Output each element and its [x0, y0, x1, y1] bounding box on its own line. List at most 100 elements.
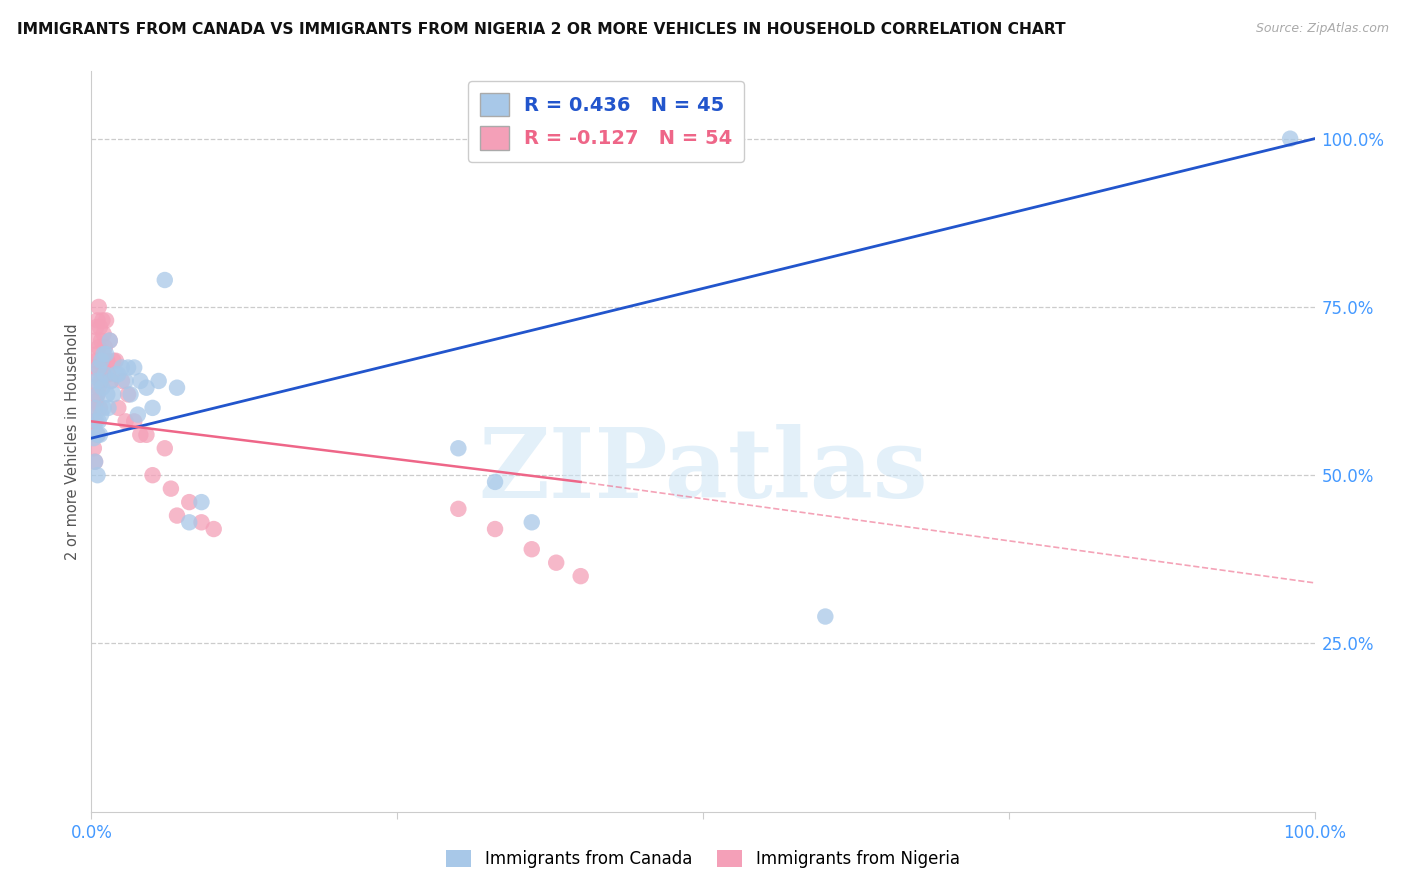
Point	[86, 347, 108, 361]
Point	[82, 414, 104, 428]
Point	[484, 522, 506, 536]
Point	[166, 508, 188, 523]
Point	[91, 313, 114, 327]
Point	[166, 381, 188, 395]
Point	[135, 381, 157, 395]
Point	[89, 374, 111, 388]
Point	[107, 368, 129, 382]
Point	[129, 427, 152, 442]
Point	[447, 442, 470, 456]
Point	[484, 475, 506, 489]
Point	[94, 368, 117, 382]
Point	[104, 368, 127, 382]
Point	[87, 340, 110, 354]
Point	[83, 401, 105, 415]
Point	[103, 353, 125, 368]
Point	[546, 556, 568, 570]
Point	[104, 353, 127, 368]
Point	[94, 313, 117, 327]
Point	[90, 334, 112, 348]
Point	[100, 374, 122, 388]
Text: ZIPatlas: ZIPatlas	[478, 425, 928, 518]
Point	[93, 368, 115, 382]
Point	[100, 374, 122, 388]
Point	[814, 609, 837, 624]
Point	[90, 408, 112, 422]
Point	[91, 381, 114, 395]
Point	[86, 468, 108, 483]
Point	[90, 374, 112, 388]
Point	[84, 414, 107, 428]
Point	[84, 394, 107, 409]
Point	[87, 414, 110, 428]
Point	[120, 387, 142, 401]
Point	[98, 334, 121, 348]
Point	[86, 387, 108, 401]
Point	[89, 320, 111, 334]
Point	[111, 374, 134, 388]
Point	[90, 353, 112, 368]
Point	[96, 387, 118, 401]
Point	[103, 387, 125, 401]
Point	[96, 353, 118, 368]
Point	[94, 347, 117, 361]
Legend: R = 0.436   N = 45, R = -0.127   N = 54: R = 0.436 N = 45, R = -0.127 N = 54	[468, 81, 744, 161]
Point	[97, 368, 120, 382]
Point	[98, 334, 121, 348]
Point	[153, 273, 176, 287]
Point	[84, 368, 107, 382]
Point	[114, 414, 136, 428]
Point	[97, 401, 120, 415]
Point	[127, 408, 149, 422]
Point	[84, 374, 107, 388]
Point	[87, 360, 110, 375]
Point	[148, 374, 170, 388]
Y-axis label: 2 or more Vehicles in Household: 2 or more Vehicles in Household	[65, 323, 80, 560]
Point	[114, 374, 136, 388]
Text: Source: ZipAtlas.com: Source: ZipAtlas.com	[1256, 22, 1389, 36]
Point	[84, 455, 107, 469]
Point	[93, 401, 115, 415]
Point	[520, 516, 543, 530]
Point	[86, 427, 108, 442]
Point	[122, 360, 145, 375]
Point	[84, 455, 107, 469]
Point	[447, 501, 470, 516]
Point	[84, 320, 107, 334]
Point	[129, 374, 152, 388]
Point	[153, 442, 176, 456]
Point	[93, 326, 115, 341]
Point	[141, 468, 163, 483]
Point	[87, 381, 110, 395]
Point	[190, 516, 212, 530]
Point	[91, 353, 114, 368]
Point	[86, 387, 108, 401]
Point	[111, 360, 134, 375]
Point	[94, 340, 117, 354]
Point	[569, 569, 592, 583]
Point	[122, 414, 145, 428]
Point	[520, 542, 543, 557]
Point	[84, 334, 107, 348]
Point	[107, 401, 129, 415]
Point	[141, 401, 163, 415]
Point	[117, 360, 139, 375]
Point	[117, 387, 139, 401]
Point	[1279, 131, 1302, 145]
Point	[202, 522, 225, 536]
Point	[179, 495, 201, 509]
Point	[135, 427, 157, 442]
Point	[179, 516, 201, 530]
Text: IMMIGRANTS FROM CANADA VS IMMIGRANTS FROM NIGERIA 2 OR MORE VEHICLES IN HOUSEHOL: IMMIGRANTS FROM CANADA VS IMMIGRANTS FRO…	[17, 22, 1066, 37]
Point	[84, 401, 107, 415]
Point	[83, 360, 105, 375]
Point	[84, 414, 107, 428]
Point	[83, 442, 105, 456]
Point	[84, 353, 107, 368]
Point	[89, 360, 111, 375]
Point	[160, 482, 183, 496]
Point	[86, 427, 108, 442]
Point	[86, 313, 108, 327]
Point	[89, 401, 111, 415]
Point	[93, 347, 115, 361]
